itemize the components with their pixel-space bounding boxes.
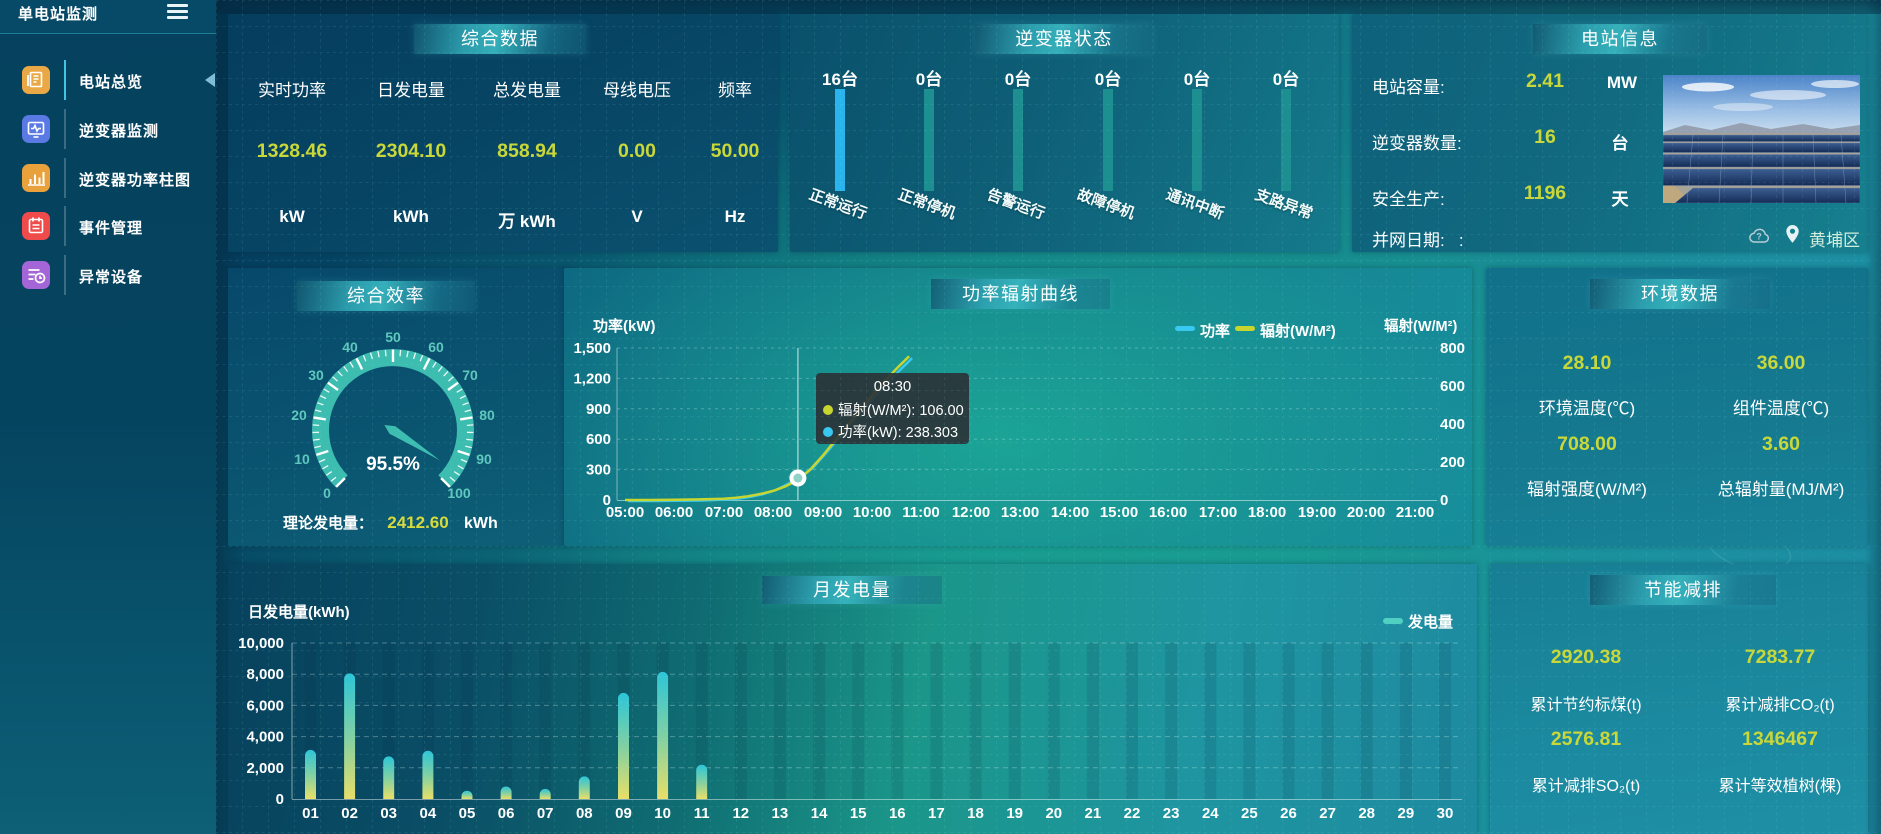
svg-text:03: 03 [380, 805, 397, 822]
svg-text:26: 26 [1280, 805, 1297, 822]
svg-text:21:00: 21:00 [1396, 504, 1434, 521]
svg-text:08:00: 08:00 [754, 504, 792, 521]
svg-text:800: 800 [1440, 340, 1465, 357]
svg-text:2,000: 2,000 [246, 760, 284, 777]
svg-text:11:00: 11:00 [902, 504, 940, 521]
svg-text:07: 07 [537, 805, 554, 822]
svg-text:6,000: 6,000 [246, 697, 284, 714]
svg-text:理论发电量：: 理论发电量： [283, 514, 373, 532]
svg-text:4,000: 4,000 [246, 729, 284, 746]
svg-text:0: 0 [323, 485, 331, 501]
svg-text:30: 30 [1437, 805, 1454, 822]
svg-text:80: 80 [479, 407, 495, 423]
svg-text:23: 23 [1163, 805, 1180, 822]
svg-text:0: 0 [276, 791, 284, 808]
svg-text:8,000: 8,000 [246, 666, 284, 683]
svg-text:kWh: kWh [464, 515, 498, 532]
svg-text:10:00: 10:00 [853, 504, 891, 521]
svg-text:2412.60: 2412.60 [387, 513, 448, 532]
svg-text:07:00: 07:00 [705, 504, 743, 521]
svg-text:日发电量(kWh): 日发电量(kWh) [248, 603, 350, 621]
svg-text:15: 15 [850, 805, 867, 822]
svg-text:10: 10 [654, 805, 671, 822]
svg-text:05:00: 05:00 [606, 504, 644, 521]
svg-text:22: 22 [1124, 805, 1141, 822]
svg-text:16: 16 [889, 805, 906, 822]
svg-text:17:00: 17:00 [1199, 504, 1237, 521]
svg-text:发电量: 发电量 [1407, 613, 1453, 631]
svg-text:12: 12 [732, 805, 749, 822]
svg-text:04: 04 [420, 805, 437, 822]
svg-text:1,500: 1,500 [573, 340, 611, 357]
svg-text:09:00: 09:00 [804, 504, 842, 521]
svg-text:12:00: 12:00 [952, 504, 990, 521]
svg-text:600: 600 [586, 431, 611, 448]
svg-text:15:00: 15:00 [1100, 504, 1138, 521]
svg-text:功率: 功率 [1200, 322, 1230, 340]
svg-text:30: 30 [308, 367, 324, 383]
svg-text:60: 60 [428, 339, 444, 355]
svg-text:27: 27 [1319, 805, 1336, 822]
svg-text:95.5%: 95.5% [366, 454, 420, 475]
svg-text:900: 900 [586, 401, 611, 418]
svg-text:90: 90 [476, 451, 492, 467]
svg-text:10: 10 [294, 451, 310, 467]
svg-text:20:00: 20:00 [1347, 504, 1385, 521]
svg-text:400: 400 [1440, 416, 1465, 433]
svg-text:功率(kW): 功率(kW) [593, 317, 656, 335]
svg-text:18: 18 [967, 805, 984, 822]
svg-text:70: 70 [462, 367, 478, 383]
svg-text:11: 11 [694, 805, 710, 822]
svg-text:16:00: 16:00 [1149, 504, 1187, 521]
svg-text:02: 02 [341, 805, 358, 822]
svg-text:21: 21 [1085, 805, 1102, 822]
svg-text:14:00: 14:00 [1051, 504, 1089, 521]
svg-text:0: 0 [1440, 492, 1448, 509]
svg-text:20: 20 [291, 407, 307, 423]
svg-text:06:00: 06:00 [655, 504, 693, 521]
svg-text:300: 300 [586, 462, 611, 479]
svg-text:13: 13 [772, 805, 789, 822]
svg-text:19:00: 19:00 [1298, 504, 1336, 521]
svg-text:19: 19 [1006, 805, 1023, 822]
svg-text:40: 40 [342, 339, 358, 355]
svg-text:28: 28 [1358, 805, 1375, 822]
svg-text:08: 08 [576, 805, 593, 822]
svg-text:18:00: 18:00 [1248, 504, 1286, 521]
svg-text:06: 06 [498, 805, 515, 822]
svg-text:24: 24 [1202, 805, 1219, 822]
svg-text:17: 17 [928, 805, 945, 822]
svg-text:01: 01 [302, 805, 319, 822]
svg-text:1,200: 1,200 [573, 370, 611, 387]
svg-text:10,000: 10,000 [238, 635, 284, 652]
svg-text:20: 20 [1045, 805, 1062, 822]
svg-text:辐射(W/M²): 辐射(W/M²) [1384, 317, 1457, 335]
svg-text:100: 100 [447, 485, 471, 501]
svg-text:辐射(W/M²): 辐射(W/M²) [1260, 322, 1336, 340]
svg-text:09: 09 [615, 805, 632, 822]
svg-text:25: 25 [1241, 805, 1258, 822]
svg-text:05: 05 [459, 805, 476, 822]
svg-text:14: 14 [811, 805, 828, 822]
svg-text:200: 200 [1440, 454, 1465, 471]
svg-text:13:00: 13:00 [1001, 504, 1039, 521]
svg-text:29: 29 [1398, 805, 1415, 822]
svg-text:600: 600 [1440, 378, 1465, 395]
svg-text:?: ? [1756, 232, 1762, 242]
svg-text:50: 50 [385, 329, 401, 345]
